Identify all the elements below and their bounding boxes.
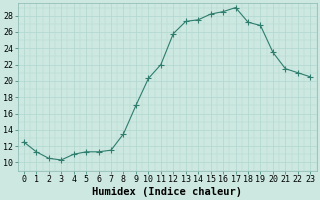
X-axis label: Humidex (Indice chaleur): Humidex (Indice chaleur)	[92, 186, 242, 197]
